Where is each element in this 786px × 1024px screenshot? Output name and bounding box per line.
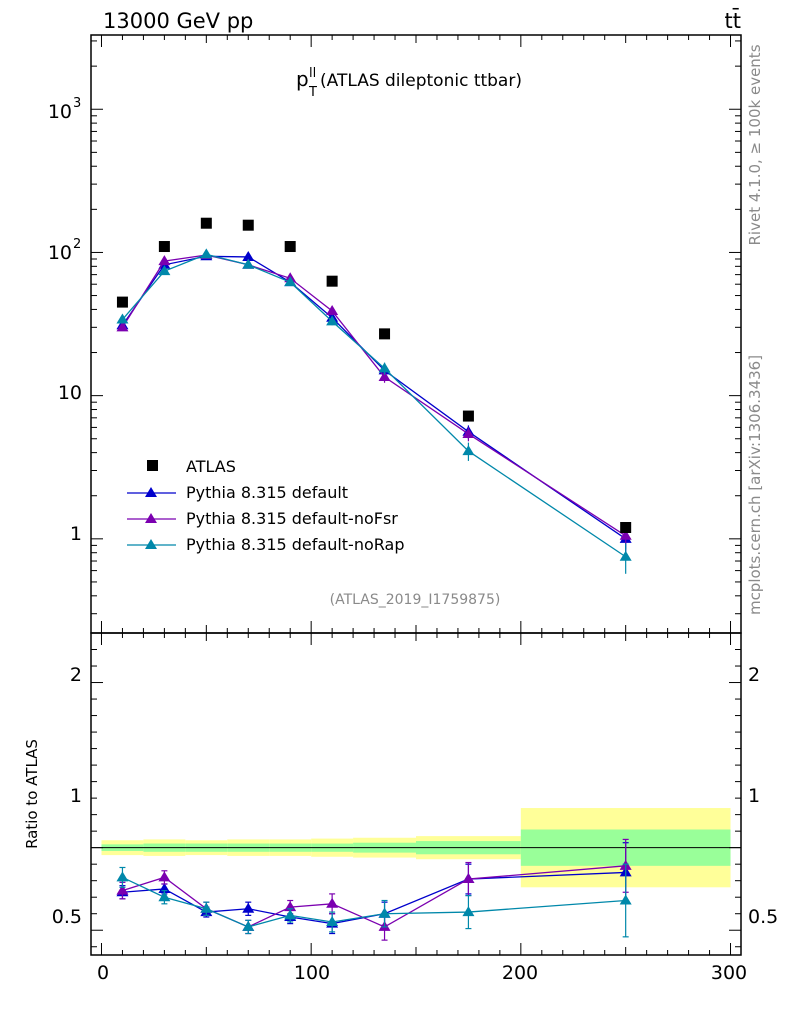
ratio-point-noRap xyxy=(158,891,171,902)
rivet-version-label: Rivet 4.1.0, ≥ 100k events xyxy=(746,44,764,245)
main-y-tick-exponent: 3 xyxy=(73,96,81,111)
ratio-y-tick-label: 2 xyxy=(70,664,82,686)
legend: ATLAS Pythia 8.315 default Pythia 8.315 … xyxy=(127,457,404,554)
main-point-atlas xyxy=(284,241,296,253)
x-tick-label: 200 xyxy=(502,962,538,984)
legend-marker-norap xyxy=(145,539,157,549)
x-tick-label: 0 xyxy=(97,962,109,984)
ratio-point-noFsr xyxy=(462,873,475,884)
main-point-atlas xyxy=(242,219,254,231)
main-point-atlas xyxy=(379,328,391,340)
plot-title-subscript: T xyxy=(308,85,317,100)
main-point-default xyxy=(242,250,255,261)
main-point-atlas xyxy=(326,275,338,287)
main-point-noRap xyxy=(378,362,391,373)
main-point-noFsr xyxy=(116,321,129,332)
main-y-tick-label: 10 xyxy=(48,101,72,123)
main-point-noRap xyxy=(284,276,297,287)
axes-frames xyxy=(90,34,742,956)
main-point-noFsr xyxy=(158,255,171,266)
legend-marker-atlas xyxy=(147,460,158,471)
ratio-y-tick-label-right: 1 xyxy=(748,785,760,807)
main-point-noRap xyxy=(116,313,129,324)
ratio-point-noFsr xyxy=(116,884,129,895)
main-point-noRap xyxy=(158,265,171,276)
main-y-tick-exponent: 2 xyxy=(73,237,81,252)
ratio-point-noRap xyxy=(284,909,297,920)
ratio-point-default xyxy=(242,902,255,913)
mcplots-label: mcplots.cern.ch [arXiv:1306.3436] xyxy=(746,355,764,615)
plot-title-rest: (ATLAS dileptonic ttbar) xyxy=(320,71,522,91)
ratio-point-noRap xyxy=(200,902,213,913)
ratio-y-tick-label: 1 xyxy=(70,785,82,807)
ratio-point-noRap xyxy=(116,871,129,882)
ratio-point-noFsr xyxy=(158,871,171,882)
legend-marker-default xyxy=(145,487,157,497)
legend-label-norap: Pythia 8.315 default-noRap xyxy=(186,535,404,554)
main-point-noRap xyxy=(242,258,255,269)
main-point-noRap xyxy=(619,550,632,561)
ratio-y-tick-label-right: 0.5 xyxy=(748,906,778,928)
main-point-atlas xyxy=(116,296,128,308)
x-tick-label: 100 xyxy=(294,962,330,984)
x-tick-labels: 0 100 200 300 xyxy=(97,962,747,984)
header-energy-label: 13000 GeV pp xyxy=(103,9,253,33)
main-y-tick-labels: 1 10 10 2 10 3 xyxy=(48,96,82,545)
main-point-noRap xyxy=(326,315,339,326)
main-y-tick-label: 10 xyxy=(58,382,82,404)
header-process-label: tt̄ xyxy=(725,8,741,33)
ratio-point-noRap xyxy=(378,907,391,918)
main-point-noRap xyxy=(200,248,213,259)
legend-marker-nofsr xyxy=(145,513,157,523)
main-point-noFsr xyxy=(326,305,339,316)
ratio-y-tick-label-right: 2 xyxy=(748,664,760,686)
main-point-atlas xyxy=(200,217,212,229)
plot-title-superscript: ll xyxy=(309,66,316,81)
legend-label-atlas: ATLAS xyxy=(186,457,236,476)
plot-title: p xyxy=(296,67,309,91)
main-point-noFsr xyxy=(462,427,475,438)
x-tick-label: 300 xyxy=(711,962,747,984)
ratio-point-noRap xyxy=(619,894,632,905)
ratio-y-axis-label: Ratio to ATLAS xyxy=(23,739,41,849)
main-point-atlas xyxy=(158,241,170,253)
ratio-point-noRap xyxy=(242,920,255,931)
legend-label-nofsr: Pythia 8.315 default-noFsr xyxy=(186,509,398,528)
analysis-id-watermark: (ATLAS_2019_I1759875) xyxy=(330,592,501,608)
main-point-atlas xyxy=(620,521,632,533)
ratio-y-tick-labels: 0.5 1 2 0.5 1 2 xyxy=(52,664,778,928)
main-point-noRap xyxy=(462,445,475,456)
ratio-point-noFsr xyxy=(326,897,339,908)
ratio-point-noRap xyxy=(326,915,339,926)
ratio-panel-series xyxy=(116,838,632,941)
plot-title-p: p xyxy=(296,67,309,91)
main-y-tick-label: 1 xyxy=(70,523,82,545)
ratio-panel-frame xyxy=(90,632,742,956)
main-point-noFsr xyxy=(619,529,632,540)
legend-label-default: Pythia 8.315 default xyxy=(186,483,348,502)
main-y-tick-label: 10 xyxy=(48,242,72,264)
ratio-point-noRap xyxy=(462,906,475,917)
ratio-y-tick-label: 0.5 xyxy=(52,906,82,928)
main-panel-series xyxy=(116,217,632,574)
main-point-noFsr xyxy=(378,370,391,381)
main-point-atlas xyxy=(462,410,474,422)
